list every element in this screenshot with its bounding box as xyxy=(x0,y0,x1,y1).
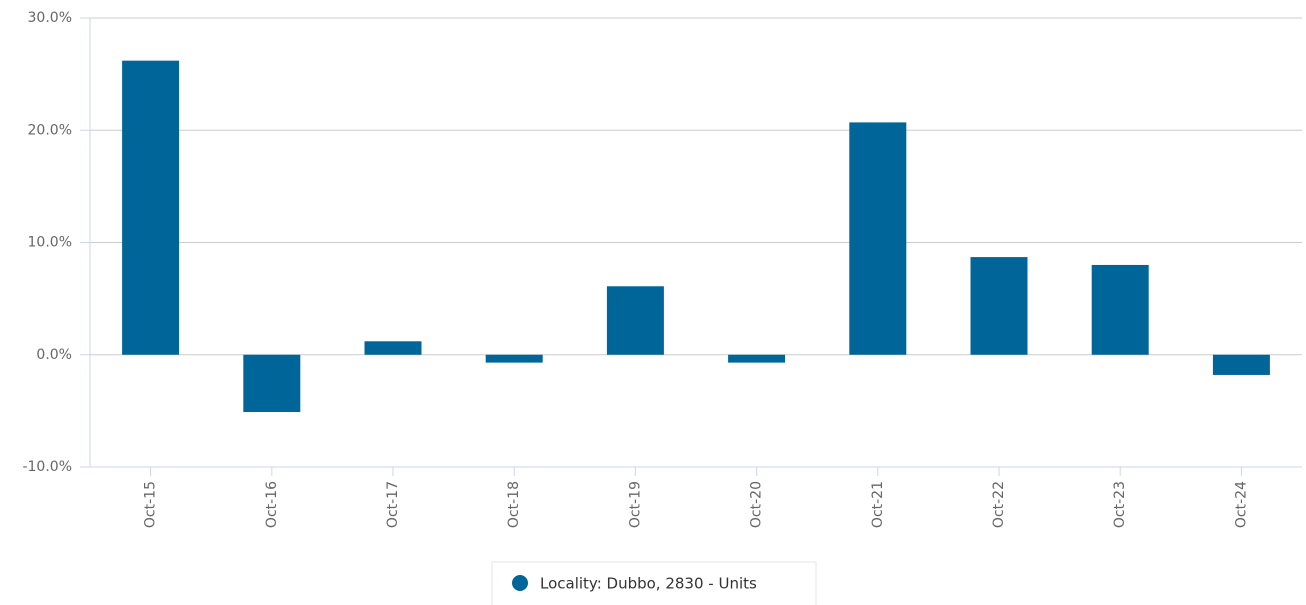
x-tick-label: Oct-23 xyxy=(1112,481,1128,528)
bar xyxy=(485,354,543,363)
y-tick-label: 10.0% xyxy=(28,235,72,251)
bar xyxy=(122,60,180,355)
x-tick-label: Oct-19 xyxy=(627,481,643,528)
x-tick-label: Oct-17 xyxy=(385,481,401,528)
legend-box xyxy=(491,561,817,605)
bar xyxy=(1212,354,1270,375)
x-tick-label: Oct-18 xyxy=(506,481,522,528)
y-tick-label: 0.0% xyxy=(36,347,72,363)
x-tick-label: Oct-20 xyxy=(749,481,765,528)
bar xyxy=(243,354,301,412)
bar xyxy=(1091,264,1149,355)
bar xyxy=(970,257,1028,355)
legend-label: Locality: Dubbo, 2830 - Units xyxy=(540,575,757,593)
x-tick-label: Oct-15 xyxy=(143,481,159,528)
bar xyxy=(849,122,907,355)
x-tick-label: Oct-22 xyxy=(991,481,1007,528)
legend-symbol xyxy=(512,575,528,591)
x-tick-label: Oct-16 xyxy=(264,481,280,528)
x-tick-label: Oct-24 xyxy=(1233,481,1249,528)
bar xyxy=(364,341,422,355)
x-tick-label: Oct-21 xyxy=(870,481,886,528)
bar xyxy=(728,354,786,363)
y-tick-label: 30.0% xyxy=(28,10,72,26)
bar xyxy=(606,286,664,355)
y-tick-label: 20.0% xyxy=(28,122,72,138)
y-tick-label: -10.0% xyxy=(22,459,72,475)
